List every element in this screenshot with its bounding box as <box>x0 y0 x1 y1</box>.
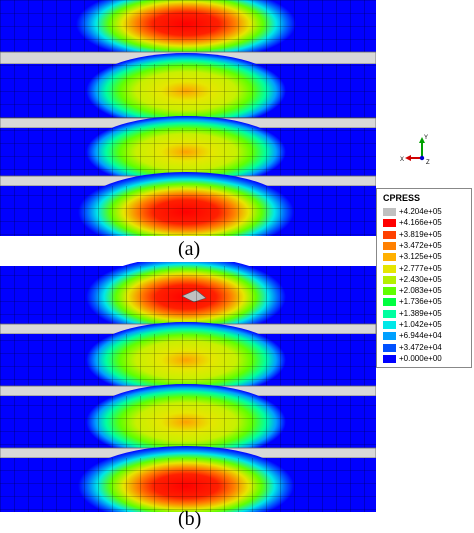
axis-x-label: X <box>400 157 404 163</box>
contour-plot-a <box>0 0 376 236</box>
legend-swatch <box>383 332 396 341</box>
legend-label: +3.472e+04 <box>399 342 442 352</box>
legend-label: +4.204e+05 <box>399 207 442 216</box>
strip-b2 <box>0 322 376 398</box>
legend-label: +1.042e+05 <box>399 320 442 329</box>
legend-swatch <box>383 275 396 284</box>
strip-b4 <box>0 446 376 512</box>
caption-a: (a) <box>178 238 201 260</box>
axis-triad-icon: Y X Z <box>400 135 430 166</box>
legend-label: +4.166e+05 <box>399 218 442 228</box>
legend-label: +2.777e+05 <box>399 263 442 273</box>
legend-swatch <box>383 354 396 363</box>
legend-label: +3.819e+05 <box>399 229 442 239</box>
axis-z-label: Z <box>426 160 430 166</box>
legend-label: +6.944e+04 <box>399 331 442 341</box>
legend-label: +0.000e+00 <box>399 353 442 363</box>
legend-swatch <box>383 287 396 296</box>
strip-3 <box>0 116 376 188</box>
contour-plot-b <box>0 262 376 512</box>
legend-swatch <box>383 230 396 239</box>
legend-label: +2.083e+05 <box>399 286 442 296</box>
legend-swatch <box>383 309 396 318</box>
legend-label: +1.389e+05 <box>399 308 442 318</box>
legend-swatch <box>383 253 396 262</box>
strip-2 <box>0 53 376 129</box>
legend-swatch <box>383 219 396 228</box>
legend-swatch <box>383 241 396 250</box>
legend-swatch <box>383 298 396 307</box>
legend-title: CPRESS <box>383 193 421 203</box>
legend-label: +1.736e+05 <box>399 297 442 307</box>
legend-swatch <box>383 208 396 216</box>
strip-b3 <box>0 384 376 460</box>
strip-b1 <box>0 262 376 337</box>
strip-4 <box>0 172 376 236</box>
legend-swatch <box>383 321 396 329</box>
caption-b: (b) <box>178 508 202 530</box>
legend-label: +3.472e+05 <box>399 240 442 250</box>
legend-label: +3.125e+05 <box>399 252 442 262</box>
legend-label: +2.430e+05 <box>399 274 442 284</box>
cpress-legend: CPRESS +4.204e+05 +4.166e+05 +3.819e+05 +3.… <box>376 188 472 368</box>
legend-swatch <box>383 264 396 273</box>
legend-swatch <box>383 343 396 352</box>
strip-1 <box>0 0 376 62</box>
axis-y-label: Y <box>424 135 428 141</box>
